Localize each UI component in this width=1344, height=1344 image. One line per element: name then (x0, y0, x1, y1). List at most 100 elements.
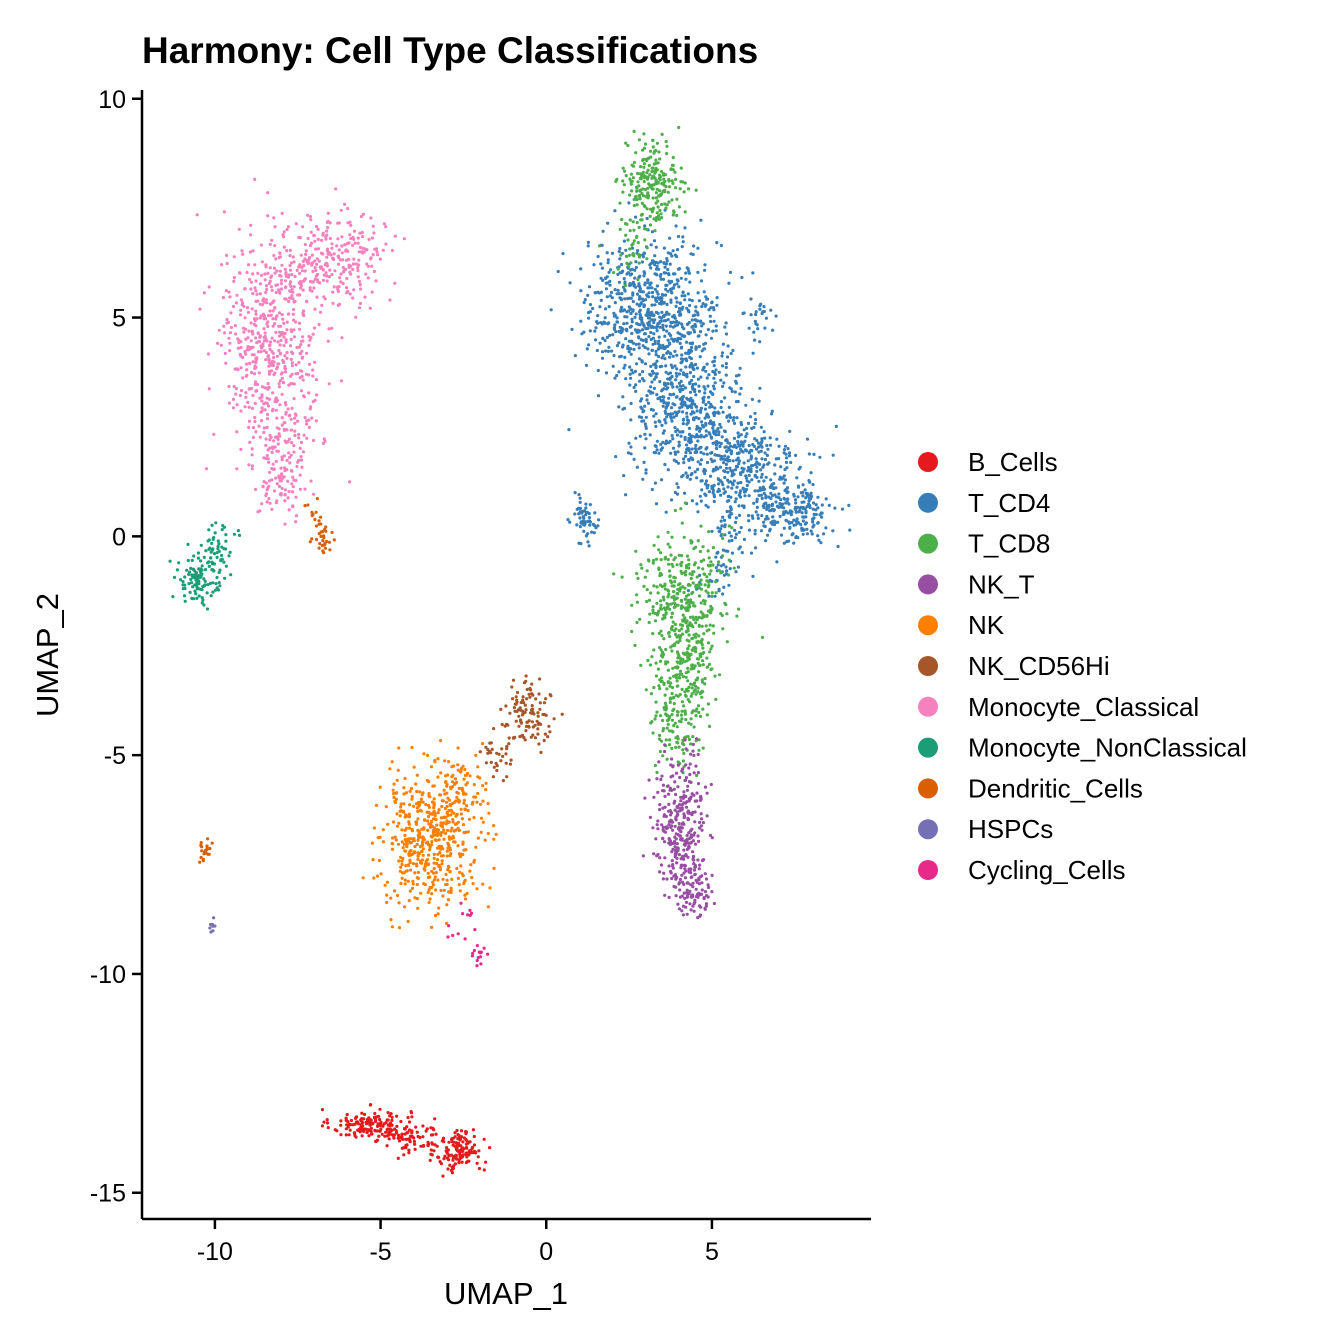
cell-point (606, 261, 610, 265)
cell-point (719, 527, 723, 531)
cell-point (206, 352, 211, 356)
cell-point (734, 570, 738, 574)
cell-point (690, 792, 694, 796)
cell-point (774, 500, 778, 504)
cell-point (274, 290, 278, 295)
cell-point (630, 317, 634, 321)
cell-point (675, 300, 679, 304)
cell-point (441, 847, 445, 851)
cell-point (415, 864, 419, 868)
cell-point (266, 191, 270, 195)
cell-point (703, 572, 707, 577)
cell-point (696, 858, 700, 862)
cell-point (640, 218, 644, 222)
cell-point (669, 645, 673, 649)
cell-point (288, 248, 292, 252)
cell-point (687, 269, 691, 273)
cell-point (689, 833, 694, 837)
cell-point (632, 160, 637, 165)
cell-point (443, 792, 447, 796)
cell-point (705, 894, 709, 898)
cell-point (475, 887, 479, 891)
cell-point (721, 627, 725, 631)
cell-point (305, 351, 309, 355)
cell-point (673, 452, 678, 456)
cell-point (724, 603, 728, 607)
cell-point (579, 289, 583, 293)
cell-point (773, 472, 777, 476)
cell-point (364, 1120, 368, 1124)
cell-point (667, 200, 671, 204)
cell-point (733, 390, 737, 394)
cell-point (603, 338, 607, 343)
cell-point (378, 785, 382, 789)
cell-point (446, 828, 450, 833)
cell-point (707, 490, 712, 494)
cell-point (685, 475, 689, 479)
cell-point (440, 804, 444, 809)
cell-point (428, 875, 432, 879)
cell-point (378, 1129, 382, 1133)
cell-point (685, 375, 689, 379)
cell-point (509, 758, 513, 762)
cell-point (435, 833, 439, 838)
cell-point (653, 362, 657, 366)
cell-point (309, 336, 313, 340)
cell-point (360, 1134, 364, 1138)
cell-point (714, 324, 718, 328)
cell-point (615, 320, 619, 324)
cell-point (221, 296, 225, 300)
points-layer (168, 125, 852, 1178)
cell-point (679, 434, 683, 438)
cell-point (430, 892, 434, 896)
cell-point (711, 423, 715, 427)
cell-point (613, 209, 617, 213)
cell-point (681, 904, 686, 908)
cell-point (644, 340, 648, 344)
cell-point (675, 197, 679, 201)
cell-point (619, 298, 624, 302)
cell-point (273, 322, 277, 326)
cell-point (525, 720, 529, 724)
cell-point (710, 890, 714, 894)
cell-point (390, 925, 394, 929)
cell-point (291, 382, 295, 386)
cell-point (406, 879, 410, 883)
cell-point (672, 724, 676, 728)
cell-point (731, 469, 735, 473)
cell-point (627, 441, 631, 445)
cell-point (712, 364, 716, 368)
cell-point (669, 869, 673, 874)
cell-point (327, 327, 331, 331)
cell-point (679, 276, 683, 280)
cell-point (660, 132, 664, 136)
cell-point (334, 187, 338, 191)
cell-point (430, 925, 434, 930)
cell-point (392, 1133, 396, 1137)
cell-point (687, 845, 691, 849)
cell-point (301, 339, 305, 343)
cell-point (470, 875, 474, 880)
cell-point (661, 326, 665, 330)
cell-point (432, 801, 436, 805)
cell-point (670, 179, 674, 183)
cell-point (217, 328, 221, 332)
cell-point (307, 391, 311, 395)
cell-point (269, 313, 273, 317)
cell-point (663, 462, 667, 467)
cell-point (358, 1130, 362, 1134)
cell-point (658, 749, 663, 754)
cell-point (258, 334, 262, 338)
cell-point (669, 382, 673, 386)
cell-point (655, 393, 659, 397)
cell-point (698, 573, 702, 578)
cell-point (644, 468, 648, 472)
cell-point (730, 481, 735, 486)
cell-point (596, 314, 600, 318)
cell-point (538, 677, 542, 681)
cell-point (696, 270, 700, 274)
cell-point (588, 310, 593, 314)
cell-point (313, 360, 317, 364)
cell-point (407, 1137, 411, 1141)
cell-point (679, 379, 683, 383)
